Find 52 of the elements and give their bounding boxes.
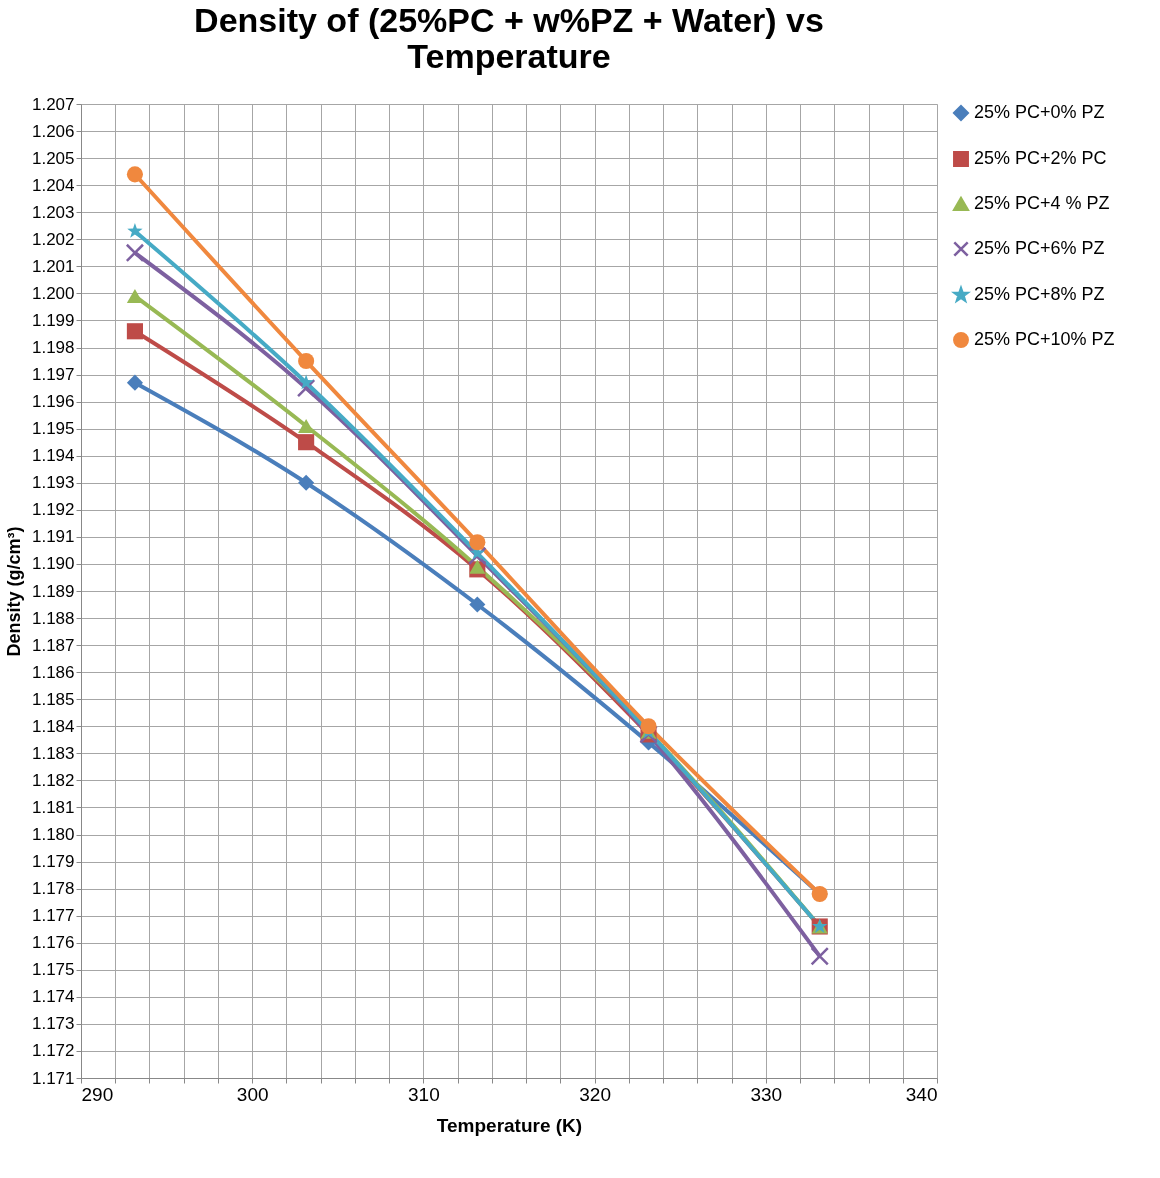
y-tick-label: 1.180 <box>31 825 75 844</box>
chart-title: Density of (25%PC + w%PZ + Water) vs Temperature <box>194 1 824 75</box>
y-tick-label: 1.176 <box>31 933 75 953</box>
y-tick-label: 1.191 <box>31 527 75 547</box>
legend-label: 25% PC+0% PZ <box>974 102 1105 122</box>
x-tick-label: 320 <box>579 1083 611 1105</box>
y-tick-label: 1.195 <box>31 419 75 439</box>
legend-label: 25% PC+10% PZ <box>974 329 1115 349</box>
x-tick-label: 300 <box>236 1083 269 1105</box>
y-tick-label: 1.203 <box>31 202 75 222</box>
y-tick-label: 1.179 <box>31 852 75 872</box>
x-axis-title: Temperature (K) <box>436 1114 583 1136</box>
y-tick-label: 1.184 <box>31 716 75 736</box>
y-tick-label: 1.199 <box>31 310 75 330</box>
y-tick-label: 1.204 <box>31 175 75 195</box>
y-tick-label: 1.205 <box>31 148 75 168</box>
y-tick-label: 1.207 <box>31 94 75 114</box>
legend-label: 25% PC+8% PZ <box>974 284 1105 304</box>
legend-label: 25% PC+6% PZ <box>974 238 1105 258</box>
y-tick-label: 1.187 <box>31 635 75 655</box>
y-tick-label: 1.197 <box>31 365 75 385</box>
y-tick-label: 1.183 <box>31 743 75 763</box>
y-tick-label: 1.175 <box>31 960 75 980</box>
y-tick-label: 1.173 <box>31 1014 75 1034</box>
y-tick-label: 1.178 <box>31 879 75 899</box>
y-tick-label: 1.193 <box>31 473 75 493</box>
y-tick-label: 1.196 <box>31 392 75 412</box>
y-tick-label: 1.185 <box>31 689 75 709</box>
y-tick-label: 1.171 <box>31 1068 75 1088</box>
x-tick-label: 340 <box>905 1083 938 1105</box>
y-tick-label: 1.174 <box>31 987 75 1007</box>
y-tick-label: 1.186 <box>31 662 75 682</box>
legend-label: 25% PC+2% PC <box>974 148 1107 168</box>
y-tick-label: 1.181 <box>31 797 75 817</box>
legend-label: 25% PC+4 % PZ <box>974 193 1110 213</box>
y-axis-title: Density (g/cm³) <box>3 526 24 657</box>
y-tick-label: 1.172 <box>31 1041 75 1061</box>
x-tick-label: 310 <box>408 1083 440 1105</box>
y-tick-label: 1.182 <box>31 770 75 790</box>
y-tick-label: 1.189 <box>31 581 75 601</box>
x-tick-label: 290 <box>81 1083 114 1105</box>
y-tick-label: 1.192 <box>31 500 75 520</box>
y-tick-label: 1.206 <box>31 121 75 141</box>
y-tick-label: 1.201 <box>31 256 75 276</box>
x-tick-label: 330 <box>750 1083 783 1105</box>
y-tick-label: 1.177 <box>31 906 75 926</box>
y-tick-label: 1.194 <box>31 446 75 466</box>
y-tick-label: 1.188 <box>31 608 75 628</box>
y-tick-label: 1.202 <box>31 229 75 249</box>
y-tick-label: 1.198 <box>31 338 75 357</box>
y-tick-label: 1.190 <box>31 554 75 574</box>
y-tick-label: 1.200 <box>31 283 75 303</box>
